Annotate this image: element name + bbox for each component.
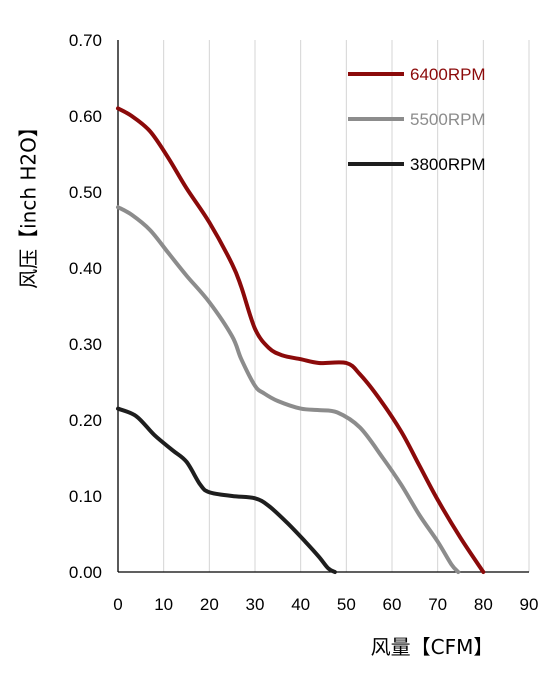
y-tick-label-0.00: 0.00 [69, 563, 102, 582]
y-axis-title: 风压【inch H2O】 [17, 117, 41, 289]
grid-lines [163, 40, 530, 572]
x-tick-label-50: 50 [337, 595, 356, 614]
x-tick-label-0: 0 [113, 595, 122, 614]
series-line-3800RPM [116, 406, 337, 574]
series-lines [116, 106, 486, 574]
legend-label-3800RPM: 3800RPM [410, 155, 486, 174]
x-tick-label-20: 20 [200, 595, 219, 614]
legend-label-5500RPM: 5500RPM [410, 110, 486, 129]
y-tick-label-0.50: 0.50 [69, 183, 102, 202]
y-tick-labels: 0.00 0.10 0.20 0.30 0.40 0.50 0.60 0.70 [69, 31, 102, 582]
x-tick-labels: 0 10 20 30 40 50 60 70 80 90 [113, 595, 538, 614]
y-tick-label-0.70: 0.70 [69, 31, 102, 50]
series-line-5500RPM [116, 205, 461, 574]
x-tick-label-70: 70 [428, 595, 447, 614]
x-axis-title: 风量【CFM】 [371, 635, 494, 659]
legend: 6400RPM 5500RPM 3800RPM [348, 65, 486, 174]
x-tick-label-80: 80 [474, 595, 493, 614]
y-tick-label-0.30: 0.30 [69, 335, 102, 354]
x-tick-label-10: 10 [154, 595, 173, 614]
legend-label-6400RPM: 6400RPM [410, 65, 486, 84]
y-tick-label-0.10: 0.10 [69, 487, 102, 506]
y-tick-label-0.20: 0.20 [69, 411, 102, 430]
x-tick-label-90: 90 [520, 595, 539, 614]
x-tick-label-60: 60 [383, 595, 402, 614]
x-tick-label-40: 40 [291, 595, 310, 614]
series-line-6400RPM [116, 106, 486, 574]
x-tick-label-30: 30 [246, 595, 265, 614]
y-tick-label-0.40: 0.40 [69, 259, 102, 278]
y-tick-label-0.60: 0.60 [69, 107, 102, 126]
